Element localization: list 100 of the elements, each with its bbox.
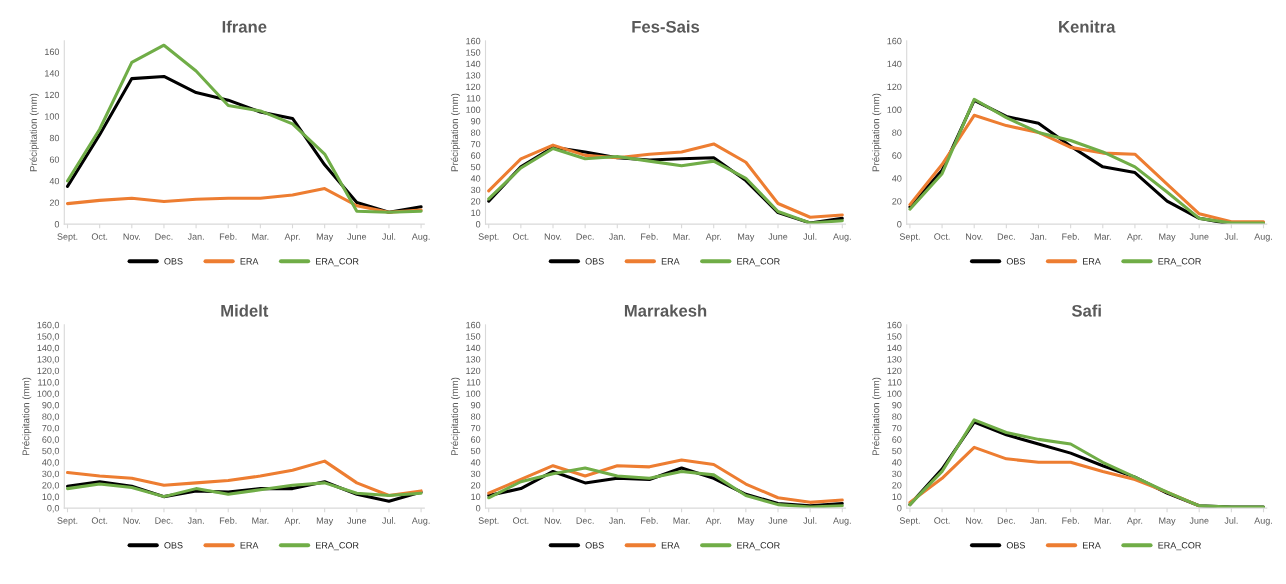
y-tick-label: 120 — [466, 367, 481, 375]
x-tick-label: Apr. — [705, 517, 721, 526]
y-tick-label: 90 — [892, 401, 902, 409]
y-tick-label: 20 — [49, 199, 60, 206]
y-tick-label: 60 — [892, 436, 902, 443]
y-axis-title: Précipitation (mm) — [29, 93, 39, 172]
y-tick-label: 40 — [892, 175, 902, 182]
x-tick-label: Aug. — [411, 517, 430, 526]
x-tick-label: Dec. — [155, 233, 173, 240]
y-tick-label: 140 — [45, 70, 60, 77]
y-tick-label: 40 — [470, 175, 481, 182]
chart-title: Midelt — [221, 304, 269, 317]
y-tick-label: 160 — [466, 321, 481, 329]
y-tick-label: 50 — [892, 447, 902, 455]
x-tick-label: Aug. — [1254, 517, 1272, 526]
x-tick-label: Dec. — [576, 517, 594, 524]
x-tick-label: Nov. — [966, 517, 983, 524]
y-tick-label: 70,0 — [42, 424, 60, 433]
y-tick-label: 0 — [897, 221, 902, 228]
x-tick-label: Nov. — [544, 517, 562, 524]
y-tick-label: 20 — [471, 198, 481, 205]
x-tick-label: Jan. — [1030, 233, 1047, 240]
legend-label: OBS — [1006, 258, 1025, 265]
x-tick-label: Sept. — [478, 233, 499, 242]
y-axis-title: Précipitation (mm) — [450, 93, 461, 172]
x-tick-label: Oct. — [934, 517, 950, 524]
x-tick-label: May — [1159, 233, 1176, 242]
y-tick-label: 80 — [892, 413, 902, 420]
x-tick-label: Feb. — [219, 517, 237, 524]
x-tick-label: Jul. — [803, 517, 817, 524]
y-tick-label: 40 — [892, 459, 902, 466]
y-tick-label: 80 — [470, 129, 481, 136]
y-tick-label: 70 — [892, 424, 902, 432]
y-tick-label: 120 — [45, 91, 60, 99]
x-tick-label: Oct. — [934, 233, 950, 240]
y-tick-label: 120,0 — [37, 367, 60, 376]
x-tick-label: Feb. — [219, 233, 237, 240]
y-axis-title: Précipitation (mm) — [22, 377, 32, 456]
x-tick-label: Aug. — [1254, 233, 1272, 242]
x-tick-label: Oct. — [91, 517, 108, 524]
x-tick-label: Jan. — [608, 517, 625, 524]
x-tick-label: Nov. — [544, 233, 562, 240]
legend-label: ERA — [1083, 258, 1101, 265]
y-tick-label: 30 — [892, 470, 902, 478]
x-tick-label: Mar. — [673, 233, 690, 240]
x-tick-label: Nov. — [966, 233, 983, 240]
y-tick-label: 160 — [466, 37, 481, 45]
y-tick-label: 30 — [470, 186, 481, 194]
x-tick-label: Sept. — [478, 517, 499, 526]
y-tick-label: 30 — [470, 470, 481, 478]
y-tick-label: 90,0 — [42, 401, 60, 410]
chart-title: Kenitra — [1059, 20, 1116, 33]
y-tick-label: 130 — [466, 72, 481, 79]
x-tick-label: Jan. — [608, 233, 625, 240]
x-tick-label: May — [1159, 517, 1176, 526]
x-tick-label: May — [316, 233, 334, 242]
legend-label: OBS — [164, 258, 183, 265]
chart-title: Ifrane — [222, 20, 267, 33]
y-tick-label: 110 — [888, 379, 902, 386]
x-tick-label: Dec. — [997, 233, 1015, 240]
y-tick-label: 30,0 — [42, 470, 60, 479]
y-tick-label: 80 — [892, 129, 902, 136]
x-tick-label: June — [768, 517, 788, 524]
y-tick-label: 90 — [471, 118, 481, 125]
y-tick-label: 100 — [466, 390, 481, 397]
x-tick-label: Sept. — [899, 233, 920, 242]
y-tick-label: 20 — [892, 482, 902, 489]
y-tick-label: 60 — [892, 152, 902, 159]
y-tick-label: 60 — [49, 156, 60, 163]
y-tick-label: 140 — [887, 344, 902, 352]
x-tick-label: Mar. — [1094, 233, 1111, 240]
legend-label: ERA — [1083, 542, 1101, 549]
legend-label: ERA_COR — [316, 258, 359, 267]
x-tick-label: Jul. — [382, 517, 396, 524]
x-tick-label: Jan. — [187, 233, 204, 240]
y-tick-label: 20,0 — [42, 482, 60, 490]
x-tick-label: Apr. — [284, 517, 300, 526]
x-tick-label: Nov. — [123, 233, 140, 240]
y-tick-label: 10 — [471, 209, 481, 216]
x-tick-label: Aug. — [833, 233, 851, 242]
legend-label: ERA_COR — [1158, 258, 1201, 267]
y-tick-label: 0 — [897, 505, 902, 512]
y-tick-label: 130 — [466, 356, 481, 363]
y-tick-label: 120 — [887, 367, 902, 375]
legend-label: OBS — [585, 258, 604, 265]
y-tick-label: 60,0 — [42, 436, 60, 444]
x-tick-label: Feb. — [1062, 517, 1079, 524]
x-tick-label: Feb. — [641, 233, 658, 240]
y-tick-label: 150 — [466, 333, 481, 340]
legend-label: ERA_COR — [1158, 542, 1201, 551]
x-tick-label: Oct. — [91, 233, 108, 240]
legend-label: OBS — [585, 542, 604, 549]
x-tick-label: Apr. — [705, 233, 721, 242]
x-tick-label: Apr. — [284, 233, 300, 242]
x-tick-label: Aug. — [411, 233, 430, 242]
x-tick-label: Dec. — [155, 517, 173, 524]
x-tick-label: May — [738, 517, 755, 526]
x-tick-label: Feb. — [1062, 233, 1079, 240]
legend-label: ERA — [240, 258, 259, 265]
x-tick-label: May — [738, 233, 755, 242]
